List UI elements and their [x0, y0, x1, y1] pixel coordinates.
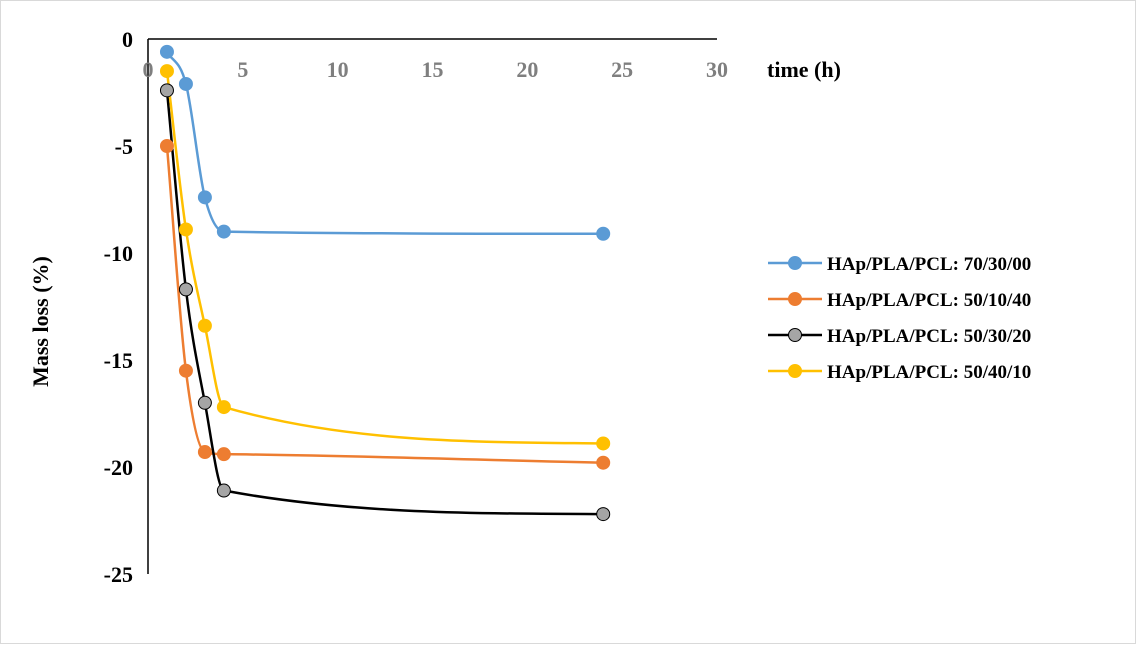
data-point	[596, 436, 611, 451]
data-point	[216, 483, 231, 498]
x-tick-labels: 0 5 10 15 20 25 30	[143, 57, 729, 82]
data-point	[216, 447, 231, 462]
data-point	[159, 64, 174, 79]
data-point	[596, 455, 611, 470]
x-tick-label: 5	[237, 57, 248, 82]
y-tick-label: -15	[104, 348, 133, 373]
series-line	[165, 145, 604, 464]
legend-label: HAp/PLA/PCL: 50/10/40	[827, 290, 1031, 311]
series-markers	[159, 44, 611, 522]
legend-label: HAp/PLA/PCL: 70/30/00	[827, 254, 1031, 275]
data-point	[216, 400, 231, 415]
legend-marker	[788, 292, 802, 306]
data-point	[216, 224, 231, 239]
data-point	[197, 395, 212, 410]
plot-lines	[165, 51, 604, 516]
series-line	[165, 90, 604, 516]
data-point	[159, 44, 174, 59]
legend-marker	[788, 364, 802, 378]
legend-label: HAp/PLA/PCL: 50/30/20	[827, 326, 1031, 347]
y-tick-label: -10	[104, 241, 133, 266]
y-tick-label: -25	[104, 562, 133, 587]
y-tick-labels: 0 -5 -10 -15 -20 -25	[104, 27, 133, 587]
data-point	[197, 190, 212, 205]
data-point	[159, 139, 174, 153]
series-line	[165, 70, 604, 445]
data-point	[178, 76, 193, 91]
x-tick-label: 10	[327, 57, 349, 82]
data-point	[596, 226, 611, 241]
data-point	[197, 445, 212, 460]
legend-marker	[788, 328, 802, 342]
y-tick-label: 0	[122, 27, 133, 52]
x-tick-label: 15	[422, 57, 444, 82]
data-point	[197, 318, 212, 333]
x-tick-label: 0	[143, 57, 154, 82]
x-tick-label: 30	[706, 57, 728, 82]
legend-marker	[788, 256, 802, 270]
x-axis-title: time (h)	[767, 57, 841, 82]
y-tick-label: -20	[104, 455, 133, 480]
x-tick-label: 20	[516, 57, 538, 82]
data-point	[596, 507, 611, 522]
data-point	[159, 83, 174, 98]
data-point	[178, 282, 193, 297]
legend: HAp/PLA/PCL: 70/30/00 HAp/PLA/PCL: 50/10/…	[768, 254, 1031, 383]
y-tick-label: -5	[115, 134, 133, 159]
data-point	[178, 363, 193, 378]
y-axis-title: Mass loss (%)	[28, 256, 53, 387]
data-point	[178, 222, 193, 237]
axes	[147, 38, 717, 574]
x-tick-label: 25	[611, 57, 633, 82]
legend-label: HAp/PLA/PCL: 50/40/10	[827, 362, 1031, 383]
